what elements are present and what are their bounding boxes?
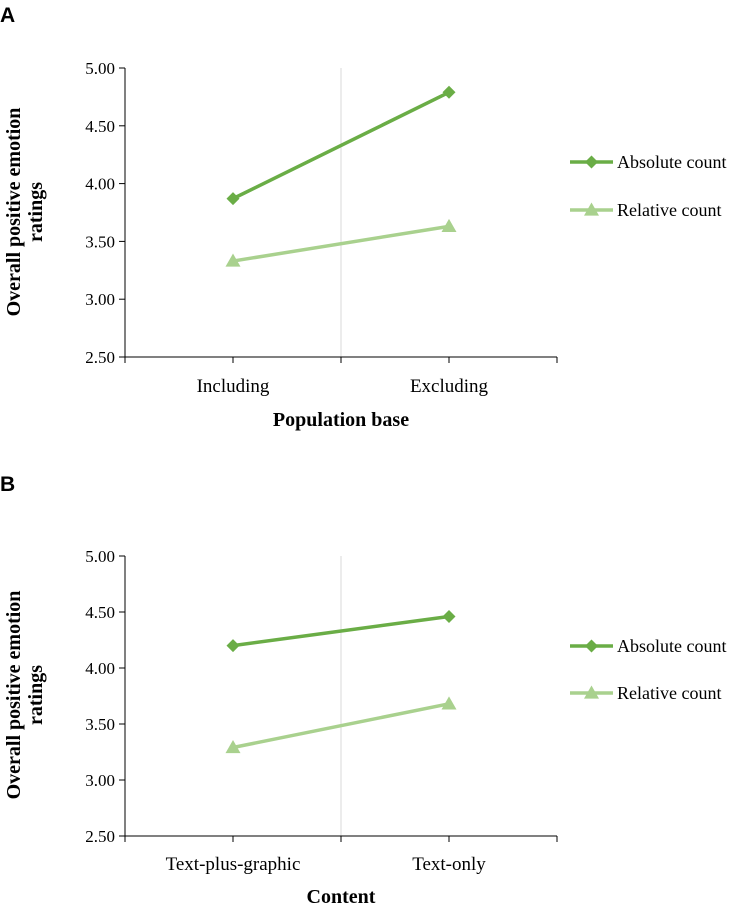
series-line (232, 224, 450, 263)
data-point-marker (225, 253, 241, 267)
series-relative-count (225, 696, 457, 754)
x-axis-title: Population base (273, 409, 409, 431)
x-category-label: Excluding (410, 376, 489, 397)
y-tick-label: 3.00 (85, 771, 115, 790)
x-category-label: Text-only (412, 854, 486, 875)
y-tick-label: 4.50 (85, 117, 115, 136)
legend-marker (585, 155, 598, 169)
series-line (232, 90, 450, 201)
x-category-label: Including (197, 376, 270, 397)
y-tick-label: 4.00 (85, 175, 115, 194)
series-absolute-count (226, 85, 456, 206)
data-point-marker (226, 639, 240, 653)
y-tick-label: 5.00 (85, 59, 115, 78)
legend-marker (585, 639, 598, 653)
legend-marker (584, 202, 599, 216)
legend-label: Relative count (617, 683, 721, 703)
y-tick-label: 2.50 (85, 348, 115, 367)
y-axis-title-line: Overall positive emotion (3, 591, 25, 800)
legend-label: Absolute count (617, 152, 727, 172)
x-category-label: Text-plus-graphic (166, 854, 301, 875)
legend: Absolute count Relative count (570, 636, 727, 703)
y-tick-label: 3.50 (85, 232, 115, 251)
series-line (232, 614, 450, 648)
series-relative-count (225, 218, 457, 267)
y-axis-title-line: Overall positive emotion (3, 108, 25, 317)
y-axis-title-line: ratings (25, 665, 47, 725)
legend: Absolute count Relative count (570, 152, 727, 220)
chart-panel-b: B 2.50 3.00 3.50 4.00 4.50 5.00 Text-plus-graph… (0, 473, 727, 908)
data-point-marker (225, 740, 241, 754)
y-tick-label: 5.00 (85, 547, 115, 566)
y-tick-label: 3.00 (85, 290, 115, 309)
data-point-marker (441, 218, 457, 232)
y-axis-title: Overall positive emotionratings (3, 591, 47, 800)
legend-label: Relative count (617, 200, 721, 220)
series-absolute-count (226, 609, 456, 653)
y-tick-label: 3.50 (85, 715, 115, 734)
data-point-marker (441, 696, 457, 710)
y-axis-title: Overall positive emotionratings (3, 108, 47, 317)
data-point-marker (226, 192, 240, 206)
y-tick-label: 2.50 (85, 827, 115, 846)
panel-letter: B (0, 473, 15, 496)
panel-letter: A (0, 4, 15, 27)
data-point-marker (442, 85, 456, 99)
legend-label: Absolute count (617, 636, 727, 656)
y-tick-label: 4.00 (85, 659, 115, 678)
data-point-marker (442, 609, 456, 623)
y-tick-label: 4.50 (85, 603, 115, 622)
legend-marker (584, 685, 599, 699)
series-line (232, 702, 450, 750)
x-axis-title: Content (307, 886, 376, 908)
chart-panel-a: A 2.50 3.00 3.50 4.00 4.50 5.00 Including Exclud… (0, 4, 727, 431)
y-axis-title-line: ratings (25, 182, 47, 242)
